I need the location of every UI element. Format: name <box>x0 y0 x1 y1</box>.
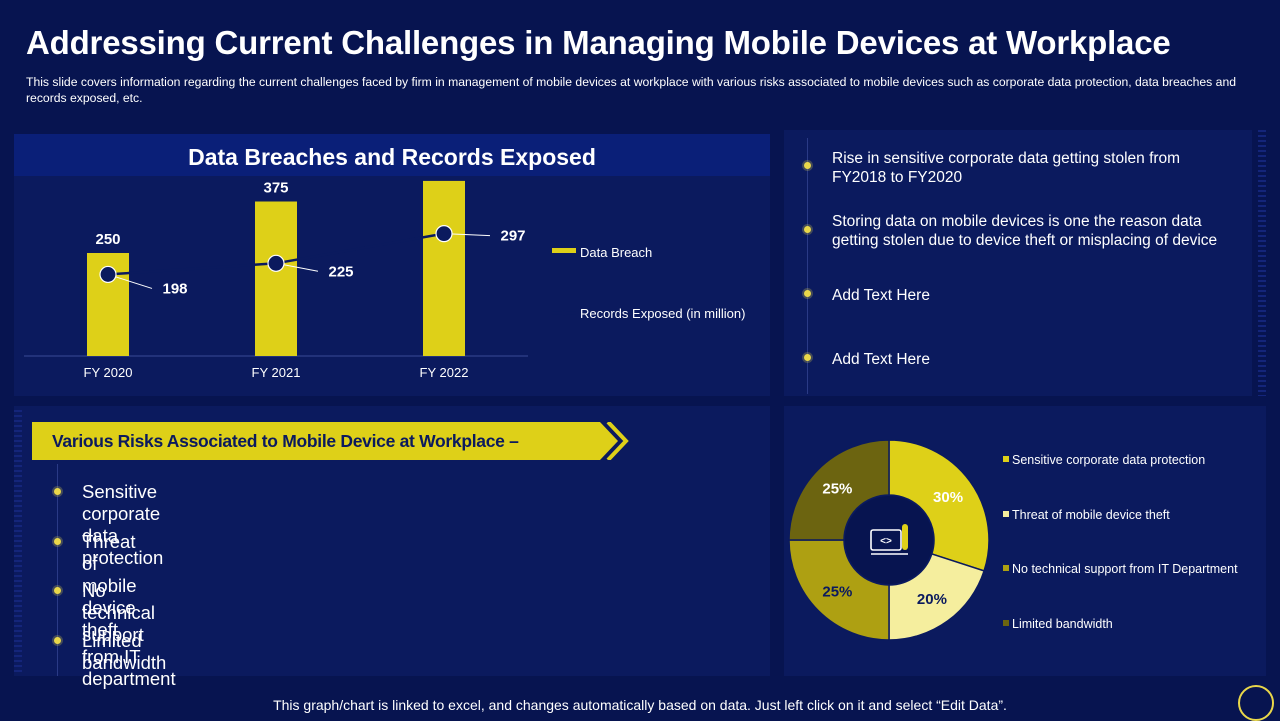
bar-value-label: 375 <box>263 180 288 197</box>
risks-divider <box>57 464 58 676</box>
bar-data-breach <box>423 180 465 356</box>
line-value-label: 225 <box>328 263 353 280</box>
banner-arrow-shape <box>32 422 629 460</box>
svg-text:<>: <> <box>880 536 892 547</box>
legend-label: Sensitive corporate data protection <box>1012 453 1205 467</box>
risk-text: Threat of mobile device theft <box>82 531 137 640</box>
donut-slice <box>888 552 986 641</box>
risk-text: No technical support from IT department <box>82 580 176 689</box>
risk-text: Sensitive corporate data protection <box>82 481 164 568</box>
bar-chart-panel <box>14 134 770 396</box>
footer-note: This graph/chart is linked to excel, and… <box>273 697 1007 713</box>
x-tick-label: FY 2020 <box>84 365 133 380</box>
bullet-dot-icon <box>804 162 811 169</box>
code-document-icon: <> <box>870 524 908 555</box>
insight-text: Add Text Here <box>832 351 930 368</box>
decorative-stripes <box>14 410 22 672</box>
page-subtitle: This slide covers information regarding … <box>26 75 1236 105</box>
slice-value-label: 25% <box>822 480 852 497</box>
x-tick-label: FY 2021 <box>252 365 301 380</box>
corner-circle-icon <box>1238 685 1274 721</box>
slice-value-label: 30% <box>933 489 963 506</box>
insight-text: Add Text Here <box>832 287 930 304</box>
bullet-dot-icon <box>804 290 811 297</box>
bar-data-breach <box>255 201 297 356</box>
page-title: Addressing Current Challenges in Managin… <box>26 24 1171 61</box>
decorative-stripes <box>1258 130 1266 396</box>
legend-label: Limited bandwidth <box>1012 617 1113 631</box>
x-tick-label: FY 2022 <box>420 365 469 380</box>
line-point <box>435 225 453 243</box>
bullet-dot-icon <box>804 226 811 233</box>
donut-slice <box>788 539 890 641</box>
slice-value-label: 20% <box>917 591 947 608</box>
bullet-dot-icon <box>54 488 61 495</box>
legend-label: Records Exposed (in million) <box>580 306 745 321</box>
donut-slice <box>888 439 990 572</box>
legend-swatch <box>1003 511 1009 517</box>
line-point <box>267 254 285 272</box>
donut-chart[interactable]: 30% 20% 25% 25% <> Sensitive corporate data p… <box>784 406 1266 676</box>
risk-text: Limited bandwidth <box>82 630 167 673</box>
legend-label: Data Breach <box>580 245 652 260</box>
donut-center <box>845 496 933 584</box>
line-value-label: 297 <box>500 228 525 245</box>
line-point <box>99 265 117 284</box>
line-value-label: 198 <box>162 280 187 297</box>
legend-label: Threat of mobile device theft <box>1012 508 1170 522</box>
slice-value-label: 25% <box>822 584 852 601</box>
legend-swatch <box>1003 456 1009 462</box>
insights-divider <box>807 138 808 394</box>
bullet-dot-icon <box>54 587 61 594</box>
risks-banner: Various Risks Associated to Mobile Devic… <box>32 422 632 460</box>
bullet-dot-icon <box>54 538 61 545</box>
legend-swatch-bar <box>552 248 576 253</box>
bar-value-label: 250 <box>95 231 120 248</box>
chart-title: Data Breaches and Records Exposed <box>188 144 596 170</box>
risks-heading: Various Risks Associated to Mobile Devic… <box>52 431 519 451</box>
bullet-dot-icon <box>54 637 61 644</box>
chart-header: Data Breaches and Records Exposed <box>14 134 770 176</box>
insight-text: Rise in sensitive corporate data getting… <box>832 150 1181 186</box>
donut-slice <box>788 439 890 541</box>
legend-swatch <box>1003 565 1009 571</box>
legend-swatch <box>1003 620 1009 626</box>
legend-label: No technical support from IT Department <box>1012 562 1238 576</box>
insight-text: Storing data on mobile devices is one th… <box>832 213 1218 249</box>
bullet-dot-icon <box>804 354 811 361</box>
legend-marker <box>561 310 567 316</box>
insights-panel <box>784 130 1252 396</box>
